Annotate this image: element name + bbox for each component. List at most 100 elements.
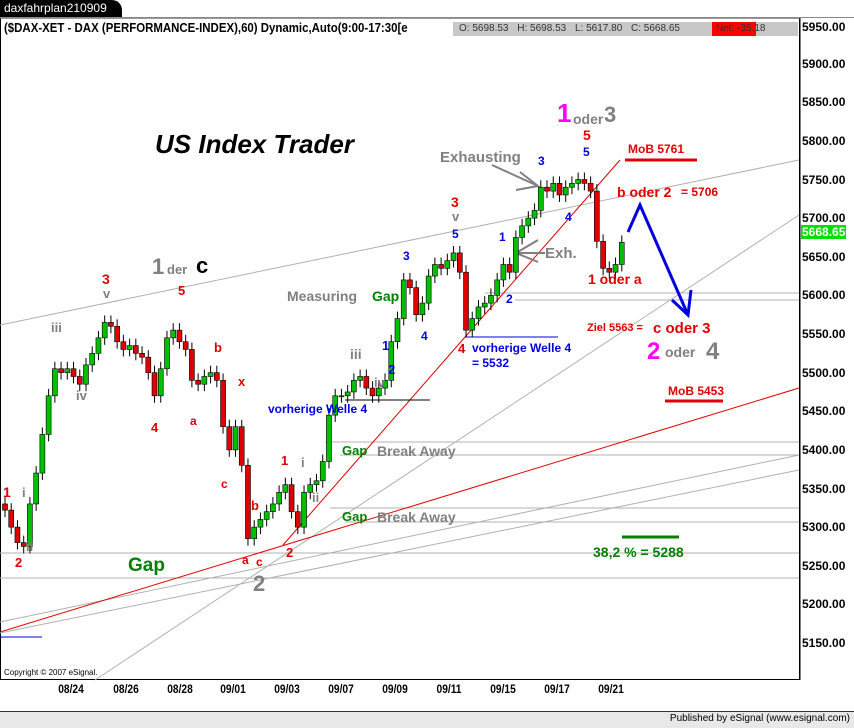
- y-tick-label: 5700.00: [802, 211, 846, 226]
- candle-body: [145, 356, 152, 373]
- candle-body: [413, 287, 419, 315]
- symbol-header: ($DAX-XET - DAX (PERFORMANCE-INDEX),60) …: [4, 20, 408, 35]
- candle-body: [76, 376, 83, 385]
- channel-line-grey: [0, 469, 800, 634]
- candle-body: [214, 372, 220, 381]
- candle-body: [338, 395, 345, 398]
- chart-annotation: b oder 2: [617, 184, 672, 200]
- candle-body: [276, 492, 282, 505]
- candle-body: [108, 322, 114, 327]
- candle-body: [245, 465, 251, 540]
- y-tick-label: 5350.00: [802, 481, 846, 496]
- x-tick-label: 09/11: [436, 682, 462, 696]
- candle-body: [189, 349, 195, 381]
- published-by: Published by eSignal (www.esignal.com): [669, 713, 850, 724]
- high-value: H: 5698.53: [517, 23, 567, 34]
- candle-body: [182, 341, 189, 350]
- chart-annotation: 2: [15, 555, 23, 570]
- chart-annotation: oder: [665, 344, 696, 360]
- x-tick-label: 09/07: [328, 682, 354, 696]
- y-tick-label: 5300.00: [802, 520, 846, 535]
- candle-body: [27, 503, 33, 547]
- x-tick-label: 09/03: [274, 682, 300, 696]
- last-price-badge: 5668.65: [801, 225, 847, 239]
- chart-annotation: iii: [51, 320, 62, 335]
- chart-annotation: = 5706: [681, 185, 719, 199]
- y-tick-label: 5950.00: [802, 20, 846, 34]
- candle-body: [531, 210, 538, 219]
- chart-annotation: 1: [499, 230, 506, 244]
- chart-annotation: Ziel 5563 =: [587, 322, 643, 334]
- chart-annotation: MoB 5761: [628, 142, 685, 156]
- candle-body: [400, 279, 407, 319]
- candle-body: [562, 186, 569, 196]
- candle-body: [594, 190, 600, 242]
- chart-annotation: Exh.: [545, 245, 577, 262]
- chart-annotation: 1: [3, 484, 11, 500]
- candle-body: [469, 318, 476, 331]
- tab-divider: [0, 17, 854, 18]
- candle-body: [157, 368, 164, 397]
- chart-annotation: 4: [421, 329, 428, 343]
- open-value: O: 5698.53: [459, 23, 509, 34]
- chart-annotation: 1: [281, 453, 289, 468]
- channel-line-grey: [94, 214, 800, 681]
- chart-annotation: 2: [253, 571, 266, 596]
- chart-annotation: 5: [583, 127, 591, 143]
- candle-body: [288, 484, 295, 512]
- y-tick-label: 5750.00: [802, 172, 846, 187]
- chart-annotation: 1: [152, 254, 165, 279]
- chart-annotation: 38,2 % = 5288: [593, 544, 684, 560]
- candle-body: [444, 260, 451, 269]
- status-bar: [0, 711, 854, 728]
- chart-annotation: i: [22, 485, 26, 500]
- candle-body: [83, 364, 89, 385]
- candle-body: [282, 484, 289, 493]
- chart-annotation: 4: [151, 420, 159, 435]
- candle-body: [20, 542, 27, 547]
- x-tick-label: 09/15: [490, 682, 516, 696]
- candle-body: [525, 217, 532, 227]
- low-value: L: 5617.80: [574, 23, 623, 34]
- candle-body: [432, 264, 438, 277]
- close-value: C: 5668.65: [631, 23, 680, 34]
- candle-body: [151, 372, 158, 397]
- candle-body: [332, 395, 338, 416]
- candle-body: [363, 376, 370, 389]
- y-tick-label: 5450.00: [802, 404, 846, 419]
- chart-annotation: 3: [403, 249, 410, 263]
- chart-annotation: Measuring: [287, 288, 358, 304]
- chart-annotation: Gap: [342, 509, 368, 524]
- candle-body: [606, 268, 613, 273]
- chart-annotation: Gap: [372, 288, 400, 304]
- chart-annotation: der: [167, 262, 188, 277]
- candle-body: [170, 329, 177, 339]
- chart-annotation: 3: [538, 154, 545, 168]
- chart-annotation: 1 oder a: [588, 271, 642, 287]
- candle-body: [220, 380, 226, 428]
- candle-body: [481, 302, 488, 308]
- candle-body: [500, 264, 507, 281]
- copyright: Copyright © 2007 eSignal.: [4, 668, 98, 677]
- candle-body: [382, 380, 388, 389]
- chart-annotation: Gap: [128, 555, 165, 576]
- chart-annotation: b: [214, 340, 222, 355]
- y-tick-label: 5550.00: [802, 327, 846, 341]
- chart-annotation: c: [196, 253, 209, 278]
- x-tick-label: 08/24: [58, 682, 84, 696]
- chart-annotation: Gap: [342, 443, 368, 458]
- candle-body: [301, 492, 307, 528]
- candle-body: [195, 380, 201, 385]
- channel-line-grey: [0, 454, 800, 623]
- chart-annotation: iv: [76, 388, 87, 403]
- chart-tab[interactable]: daxfahrplan210909: [0, 0, 122, 17]
- candle-body: [463, 271, 469, 331]
- chart-annotation: 4: [458, 341, 466, 356]
- x-tick-label: 09/17: [544, 682, 570, 696]
- candle-body: [201, 376, 208, 385]
- candle-body: [2, 503, 8, 511]
- chart-annotation: x: [238, 374, 246, 389]
- candle-body: [587, 183, 594, 192]
- candle-body: [70, 368, 77, 377]
- x-tick-label: 09/21: [598, 682, 624, 696]
